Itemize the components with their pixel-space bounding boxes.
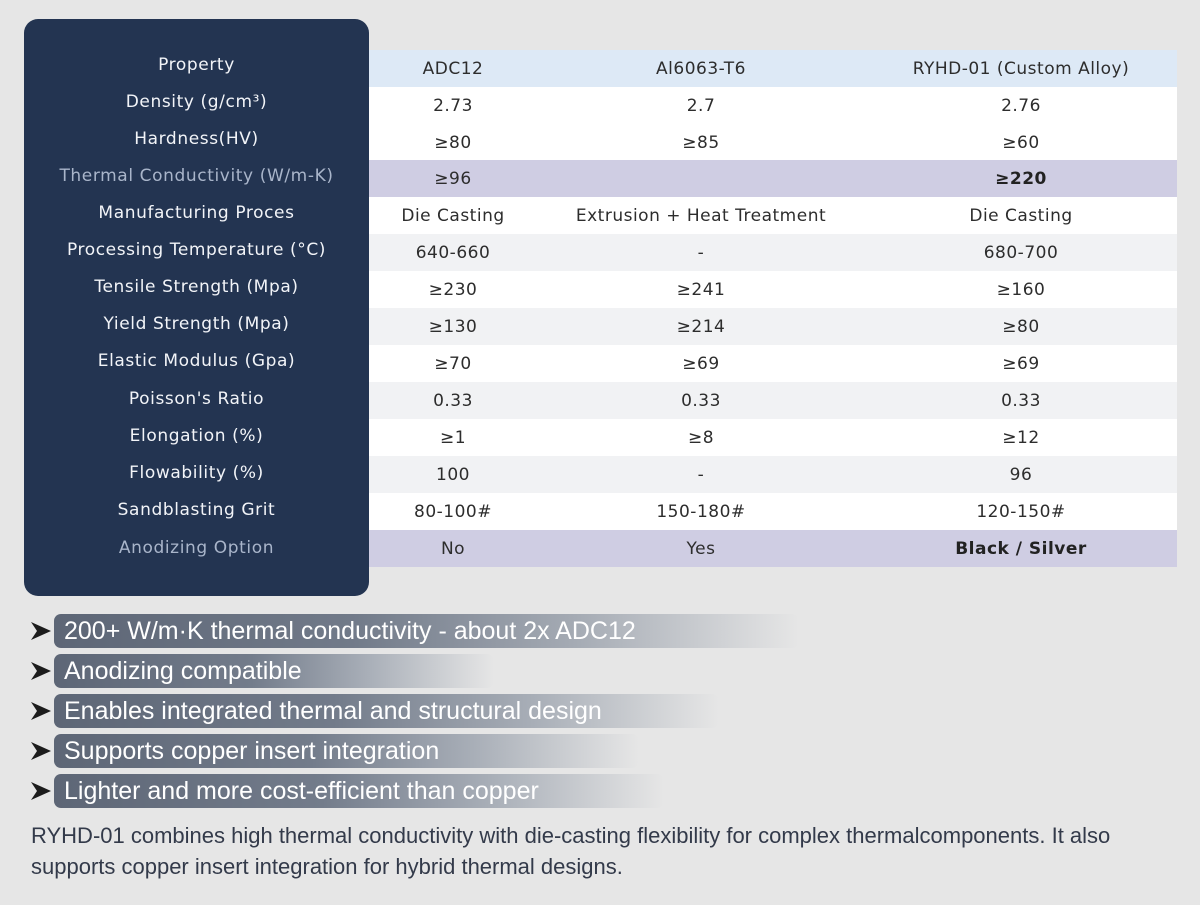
header-ryhd01: RYHD-01 (Custom Alloy)	[912, 58, 1130, 79]
cell-adc12: ≥230	[428, 279, 478, 300]
feature-item: 200+ W/m·K thermal conductivity - about …	[30, 614, 799, 648]
cell-al6063: ≥241	[676, 279, 726, 300]
arrow-bullet-icon	[31, 622, 51, 640]
cell-al6063	[537, 160, 865, 197]
cell-adc12: 640-660	[415, 242, 491, 263]
cell-adc12: ≥70	[434, 353, 472, 374]
feature-text: Anodizing compatible	[54, 654, 494, 688]
table-row-highlight: No Yes Black / Silver	[369, 530, 1177, 567]
cell-ryhd01: ≥69	[1002, 353, 1040, 374]
cell-ryhd01: ≥220	[995, 168, 1047, 189]
cell-al6063: ≥8	[687, 427, 715, 448]
cell-ryhd01: ≥160	[996, 279, 1046, 300]
property-label: Hardness(HV)	[134, 128, 259, 149]
cell-adc12: 2.73	[433, 95, 473, 116]
property-label: Tensile Strength (Mpa)	[94, 276, 299, 297]
arrow-bullet-icon	[31, 702, 51, 720]
cell-adc12: ≥80	[434, 132, 472, 153]
property-label: Thermal Conductivity (W/m-K)	[59, 165, 334, 186]
table-header-row: ADC12 Al6063-T6 RYHD-01 (Custom Alloy)	[369, 50, 1177, 87]
table-row: ≥70 ≥69 ≥69	[369, 345, 1177, 382]
feature-item: Enables integrated thermal and structura…	[30, 694, 799, 728]
cell-ryhd01: Black / Silver	[955, 538, 1087, 559]
cell-al6063: 0.33	[681, 390, 721, 411]
table-row: ≥230 ≥241 ≥160	[369, 271, 1177, 308]
cell-adc12: No	[440, 538, 466, 559]
table-row: ≥1 ≥8 ≥12	[369, 419, 1177, 456]
feature-item: Lighter and more cost-efficient than cop…	[30, 774, 799, 808]
property-label: Flowability (%)	[129, 462, 264, 483]
cell-ryhd01: 96	[1009, 464, 1033, 485]
property-column-panel	[24, 19, 369, 596]
property-label: Manufacturing Proces	[98, 202, 295, 223]
arrow-bullet-icon	[31, 782, 51, 800]
cell-al6063: ≥85	[682, 132, 720, 153]
cell-al6063: 2.7	[686, 95, 716, 116]
property-label: Elastic Modulus (Gpa)	[97, 350, 296, 371]
arrow-bullet-icon	[31, 742, 51, 760]
table-row: 100 - 96	[369, 456, 1177, 493]
table-row: ≥80 ≥85 ≥60	[369, 124, 1177, 161]
cell-adc12: ≥130	[428, 316, 478, 337]
feature-text: Supports copper insert integration	[54, 734, 639, 768]
feature-list: 200+ W/m·K thermal conductivity - about …	[30, 614, 799, 814]
cell-adc12: Die Casting	[401, 205, 505, 226]
table-row: 640-660 - 680-700	[369, 234, 1177, 271]
property-label: Processing Temperature (°C)	[66, 239, 327, 260]
cell-al6063: Extrusion + Heat Treatment	[575, 205, 827, 226]
property-label: Anodizing Option	[118, 537, 275, 558]
cell-ryhd01: ≥60	[1002, 132, 1040, 153]
table-row: 2.73 2.7 2.76	[369, 87, 1177, 124]
cell-adc12: 100	[436, 464, 470, 485]
table-row-highlight: ≥96 ≥220	[369, 160, 1177, 197]
cell-al6063: Yes	[686, 538, 716, 559]
cell-adc12: ≥96	[434, 168, 472, 189]
cell-ryhd01: 120-150#	[976, 501, 1066, 522]
cell-al6063: 150-180#	[656, 501, 746, 522]
table-row: ≥130 ≥214 ≥80	[369, 308, 1177, 345]
property-label: Sandblasting Grit	[117, 499, 276, 520]
cell-al6063: ≥69	[682, 353, 720, 374]
feature-item: Supports copper insert integration	[30, 734, 799, 768]
cell-ryhd01: ≥80	[1002, 316, 1040, 337]
cell-al6063: -	[697, 464, 705, 485]
table-row: Die Casting Extrusion + Heat Treatment D…	[369, 197, 1177, 234]
property-label: Density (g/cm³)	[125, 91, 268, 112]
table-row: 80-100# 150-180# 120-150#	[369, 493, 1177, 530]
cell-al6063: ≥214	[676, 316, 726, 337]
feature-text: Lighter and more cost-efficient than cop…	[54, 774, 664, 808]
cell-adc12: 80-100#	[414, 501, 492, 522]
cell-ryhd01: Die Casting	[969, 205, 1073, 226]
cell-ryhd01: 2.76	[1001, 95, 1041, 116]
feature-item: Anodizing compatible	[30, 654, 799, 688]
summary-paragraph: RYHD-01 combines high thermal conductivi…	[31, 823, 1111, 879]
table-row: 0.33 0.33 0.33	[369, 382, 1177, 419]
cell-ryhd01: 0.33	[1001, 390, 1041, 411]
property-header: Property	[158, 54, 235, 75]
cell-ryhd01: 680-700	[983, 242, 1059, 263]
cell-adc12: ≥1	[439, 427, 467, 448]
cell-adc12: 0.33	[433, 390, 473, 411]
header-adc12: ADC12	[422, 58, 484, 79]
feature-text: Enables integrated thermal and structura…	[54, 694, 719, 728]
feature-text: 200+ W/m·K thermal conductivity - about …	[54, 614, 799, 648]
header-al6063: Al6063-T6	[656, 58, 746, 79]
cell-al6063: -	[697, 242, 705, 263]
property-label: Elongation (%)	[129, 425, 264, 446]
cell-ryhd01: ≥12	[1002, 427, 1040, 448]
arrow-bullet-icon	[31, 662, 51, 680]
property-label: Yield Strength (Mpa)	[103, 313, 290, 334]
property-label: Poisson's Ratio	[128, 388, 265, 409]
